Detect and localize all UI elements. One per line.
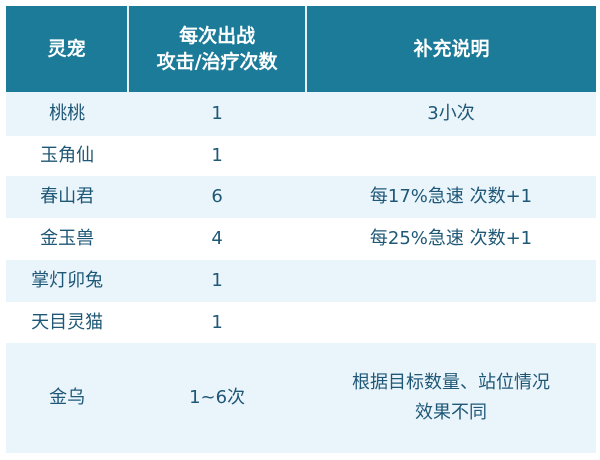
header-pet: 灵宠 <box>6 6 129 92</box>
table-row: 玉角仙 1 <box>6 136 596 176</box>
attack-count: 1 <box>128 136 307 176</box>
note-line1: 根据目标数量、站位情况 <box>352 372 550 393</box>
header-count-line2: 攻击/治疗次数 <box>156 51 278 73</box>
attack-count: 1 <box>128 92 307 136</box>
attack-count: 6 <box>128 176 307 218</box>
attack-count: 1~6次 <box>128 343 307 453</box>
pet-attack-table: 灵宠 每次出战攻击/治疗次数 补充说明 桃桃 1 3小次 玉角仙 1 春山君 6… <box>6 6 596 453</box>
note <box>306 302 596 343</box>
table-row: 天目灵猫 1 <box>6 302 596 343</box>
header-row: 灵宠 每次出战攻击/治疗次数 补充说明 <box>6 6 596 92</box>
note <box>306 260 596 302</box>
attack-count: 4 <box>128 218 307 260</box>
pet-name: 玉角仙 <box>6 136 129 176</box>
note <box>306 136 596 176</box>
table-row: 金玉兽 4 每25%急速 次数+1 <box>6 218 596 260</box>
pet-name: 天目灵猫 <box>6 302 129 343</box>
pet-name: 掌灯卯兔 <box>6 260 129 302</box>
table-row: 春山君 6 每17%急速 次数+1 <box>6 176 596 218</box>
note: 根据目标数量、站位情况 效果不同 <box>306 343 596 453</box>
attack-count: 1 <box>128 302 307 343</box>
table-row: 掌灯卯兔 1 <box>6 260 596 302</box>
pet-name: 春山君 <box>6 176 129 218</box>
table-row: 桃桃 1 3小次 <box>6 92 596 136</box>
header-count-line1: 每次出战 <box>179 25 256 47</box>
note-line2: 效果不同 <box>415 402 487 423</box>
pet-name: 金玉兽 <box>6 218 129 260</box>
note: 3小次 <box>306 92 596 136</box>
pet-name: 桃桃 <box>6 92 129 136</box>
header-count: 每次出战攻击/治疗次数 <box>127 6 307 92</box>
note: 每17%急速 次数+1 <box>306 176 596 218</box>
table-row: 金乌 1~6次 根据目标数量、站位情况 效果不同 <box>6 343 596 453</box>
note: 每25%急速 次数+1 <box>306 218 596 260</box>
header-note: 补充说明 <box>305 6 596 92</box>
attack-count: 1 <box>128 260 307 302</box>
pet-name: 金乌 <box>6 343 129 453</box>
